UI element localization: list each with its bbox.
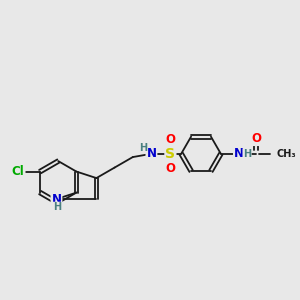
Text: O: O: [251, 132, 261, 145]
Text: O: O: [165, 133, 176, 146]
Text: S: S: [165, 147, 176, 161]
Text: N: N: [52, 193, 61, 206]
Text: N: N: [146, 147, 156, 160]
Text: N: N: [234, 147, 244, 160]
Text: H: H: [139, 143, 147, 153]
Text: H: H: [53, 202, 61, 212]
Text: H: H: [243, 149, 251, 159]
Text: CH₃: CH₃: [276, 149, 296, 159]
Text: O: O: [165, 162, 176, 175]
Text: Cl: Cl: [12, 165, 25, 178]
